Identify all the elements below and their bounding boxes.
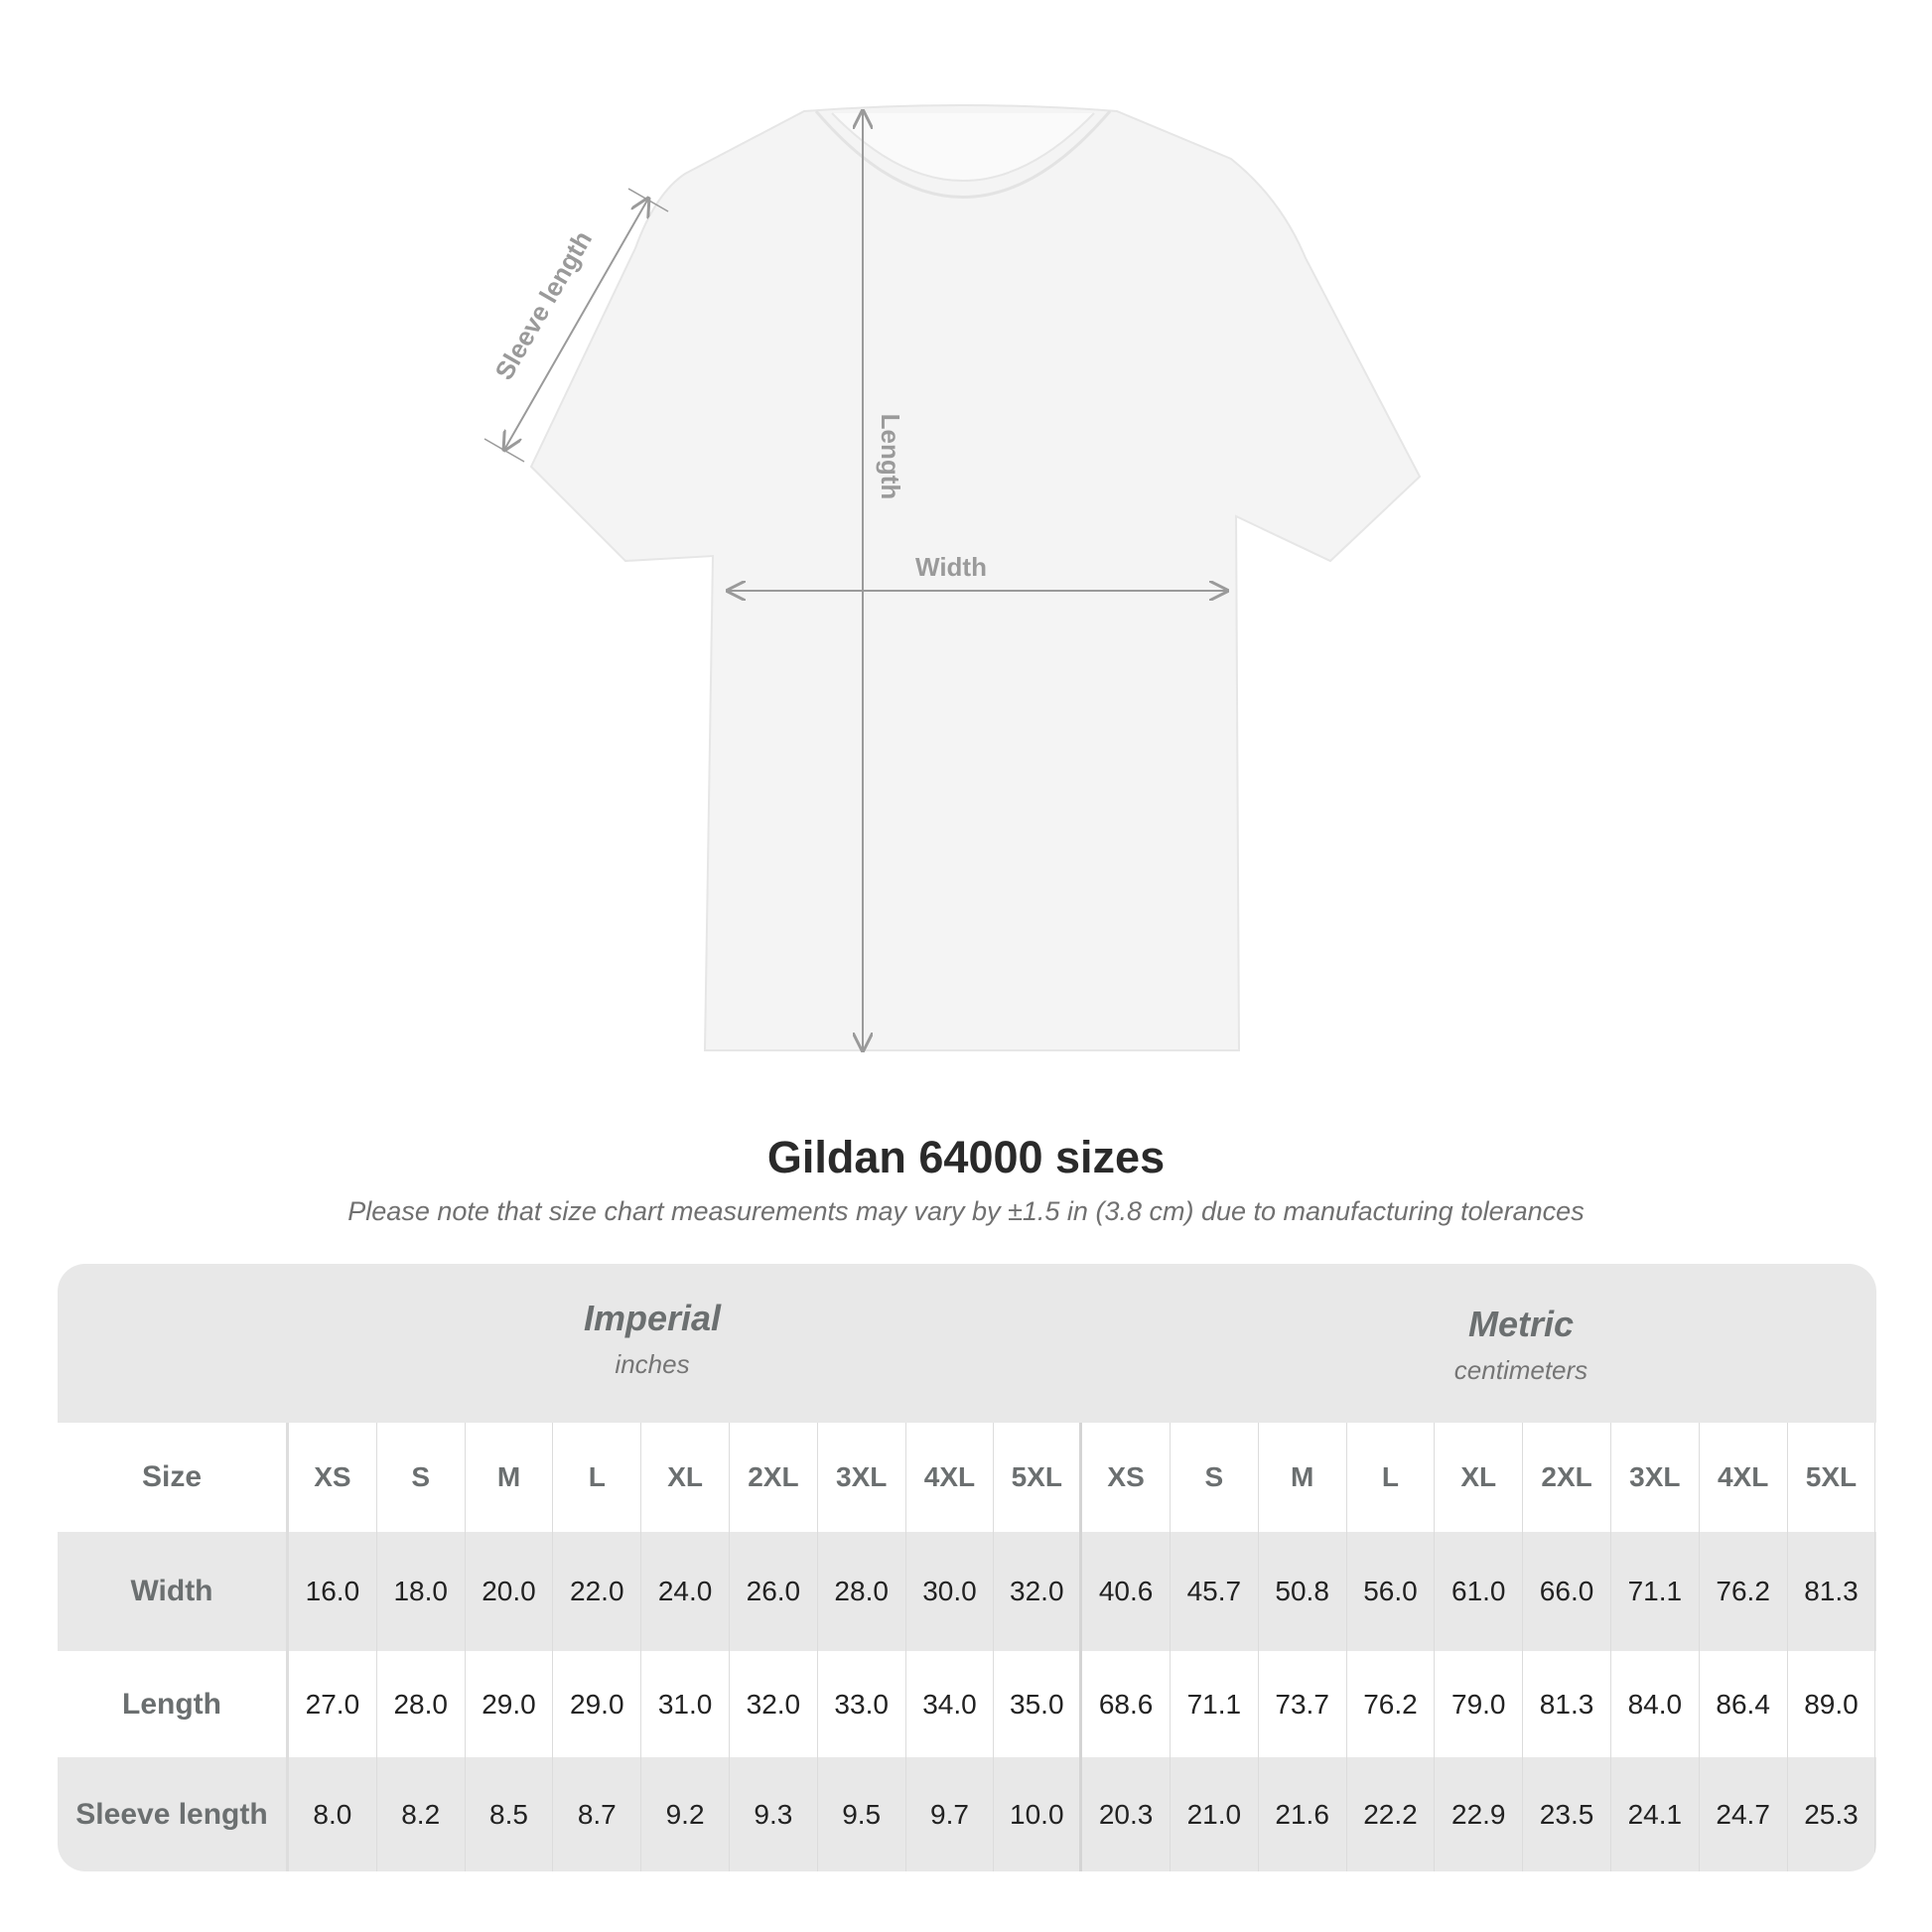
size-header-imperial: 3XL bbox=[818, 1423, 906, 1532]
imperial-cell: 8.7 bbox=[553, 1757, 642, 1871]
metric-cell: 24.7 bbox=[1700, 1757, 1788, 1871]
imperial-cell: 24.0 bbox=[641, 1532, 730, 1651]
metric-cell: 71.1 bbox=[1611, 1532, 1700, 1651]
table-row: Width 16.0 18.0 20.0 22.0 24.0 26.0 28.0 30.0 32.… bbox=[58, 1532, 1876, 1651]
size-header-metric: L bbox=[1347, 1423, 1436, 1532]
length-label: Length bbox=[876, 414, 905, 500]
metric-header: Metric centimeters bbox=[1273, 1304, 1769, 1386]
metric-cell: 66.0 bbox=[1523, 1532, 1611, 1651]
size-table: Imperial inches Metric centimeters Size X… bbox=[58, 1264, 1876, 1871]
row-label: Width bbox=[58, 1532, 289, 1651]
imperial-cell: 34.0 bbox=[906, 1651, 995, 1757]
imperial-cell: 33.0 bbox=[818, 1651, 906, 1757]
metric-cell: 86.4 bbox=[1700, 1651, 1788, 1757]
imperial-cell: 28.0 bbox=[377, 1651, 466, 1757]
imperial-cell: 10.0 bbox=[994, 1757, 1083, 1871]
table-row: Sleeve length 8.0 8.2 8.5 8.7 9.2 9.3 9.5 9.7 10.… bbox=[58, 1757, 1876, 1871]
imperial-cell: 29.0 bbox=[466, 1651, 554, 1757]
imperial-cell: 32.0 bbox=[994, 1532, 1083, 1651]
chart-title: Gildan 64000 sizes bbox=[766, 1132, 1166, 1182]
imperial-cell: 20.0 bbox=[466, 1532, 554, 1651]
imperial-cell: 9.7 bbox=[906, 1757, 995, 1871]
metric-cell: 89.0 bbox=[1788, 1651, 1876, 1757]
size-header-metric: 2XL bbox=[1523, 1423, 1611, 1532]
metric-cell: 22.9 bbox=[1435, 1757, 1524, 1871]
sleeve-arrow bbox=[504, 199, 648, 450]
size-header-imperial: S bbox=[377, 1423, 466, 1532]
imperial-cell: 27.0 bbox=[289, 1651, 377, 1757]
size-header-row: Size XS S M L XL 2XL 3XL 4XL 5XL XS S M L XL 2XL 3XL 4XL 5… bbox=[58, 1423, 1876, 1532]
imperial-title: Imperial bbox=[583, 1298, 722, 1338]
imperial-cell: 16.0 bbox=[289, 1532, 377, 1651]
row-label: Size bbox=[58, 1423, 289, 1532]
imperial-cell: 30.0 bbox=[906, 1532, 995, 1651]
imperial-cell: 26.0 bbox=[730, 1532, 818, 1651]
tshirt-diagram: Sleeve length Length Width bbox=[483, 104, 1422, 1092]
metric-cell: 20.3 bbox=[1082, 1757, 1171, 1871]
imperial-cell: 8.5 bbox=[466, 1757, 554, 1871]
imperial-cell: 18.0 bbox=[377, 1532, 466, 1651]
imperial-cell: 8.0 bbox=[289, 1757, 377, 1871]
imperial-cell: 31.0 bbox=[641, 1651, 730, 1757]
row-label: Sleeve length bbox=[58, 1757, 289, 1871]
size-header-metric: XL bbox=[1435, 1423, 1524, 1532]
metric-cell: 84.0 bbox=[1611, 1651, 1700, 1757]
metric-unit: centimeters bbox=[1453, 1355, 1588, 1385]
metric-cell: 81.3 bbox=[1523, 1651, 1611, 1757]
metric-cell: 21.0 bbox=[1171, 1757, 1259, 1871]
size-header-metric: 4XL bbox=[1700, 1423, 1788, 1532]
size-header-metric: 3XL bbox=[1611, 1423, 1700, 1532]
imperial-cell: 28.0 bbox=[818, 1532, 906, 1651]
metric-cell: 73.7 bbox=[1259, 1651, 1347, 1757]
size-header-imperial: XS bbox=[289, 1423, 377, 1532]
metric-cell: 68.6 bbox=[1082, 1651, 1171, 1757]
imperial-cell: 9.2 bbox=[641, 1757, 730, 1871]
size-header-imperial: L bbox=[553, 1423, 642, 1532]
metric-cell: 40.6 bbox=[1082, 1532, 1171, 1651]
size-header-metric: XS bbox=[1082, 1423, 1171, 1532]
metric-cell: 45.7 bbox=[1171, 1532, 1259, 1651]
tolerance-note: Please note that size chart measurements… bbox=[347, 1196, 1585, 1226]
imperial-cell: 35.0 bbox=[994, 1651, 1083, 1757]
metric-cell: 23.5 bbox=[1523, 1757, 1611, 1871]
metric-cell: 21.6 bbox=[1259, 1757, 1347, 1871]
imperial-cell: 9.5 bbox=[818, 1757, 906, 1871]
size-header-imperial: M bbox=[466, 1423, 554, 1532]
table-row: Length 27.0 28.0 29.0 29.0 31.0 32.0 33.0 34.0 35… bbox=[58, 1651, 1876, 1757]
metric-cell: 24.1 bbox=[1611, 1757, 1700, 1871]
size-header-imperial: 4XL bbox=[906, 1423, 995, 1532]
metric-cell: 76.2 bbox=[1347, 1651, 1436, 1757]
metric-cell: 22.2 bbox=[1347, 1757, 1436, 1871]
metric-cell: 25.3 bbox=[1788, 1757, 1876, 1871]
unit-header: Imperial inches Metric centimeters bbox=[58, 1264, 1876, 1423]
width-label: Width bbox=[915, 552, 987, 582]
metric-cell: 50.8 bbox=[1259, 1532, 1347, 1651]
size-header-imperial: 2XL bbox=[730, 1423, 818, 1532]
size-header-metric: S bbox=[1171, 1423, 1259, 1532]
imperial-cell: 29.0 bbox=[553, 1651, 642, 1757]
metric-cell: 71.1 bbox=[1171, 1651, 1259, 1757]
metric-cell: 76.2 bbox=[1700, 1532, 1788, 1651]
imperial-cell: 22.0 bbox=[553, 1532, 642, 1651]
size-header-imperial: XL bbox=[641, 1423, 730, 1532]
size-header-imperial: 5XL bbox=[994, 1423, 1083, 1532]
imperial-header: Imperial inches bbox=[404, 1298, 900, 1380]
size-header-metric: M bbox=[1259, 1423, 1347, 1532]
imperial-cell: 9.3 bbox=[730, 1757, 818, 1871]
imperial-cell: 8.2 bbox=[377, 1757, 466, 1871]
metric-cell: 61.0 bbox=[1435, 1532, 1524, 1651]
metric-cell: 79.0 bbox=[1435, 1651, 1524, 1757]
metric-title: Metric bbox=[1467, 1304, 1575, 1344]
metric-cell: 56.0 bbox=[1347, 1532, 1436, 1651]
imperial-unit: inches bbox=[615, 1349, 690, 1379]
size-header-metric: 5XL bbox=[1788, 1423, 1876, 1532]
metric-cell: 81.3 bbox=[1788, 1532, 1876, 1651]
row-label: Length bbox=[58, 1651, 289, 1757]
imperial-cell: 32.0 bbox=[730, 1651, 818, 1757]
